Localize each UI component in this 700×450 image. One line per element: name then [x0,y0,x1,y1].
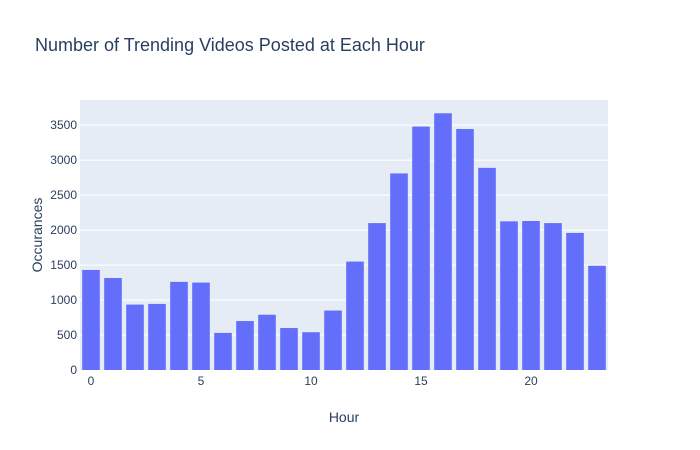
bar-hour-2[interactable] [126,304,144,370]
bar-hour-17[interactable] [456,129,474,370]
y-tick-label: 2500 [50,188,77,202]
bar-hour-8[interactable] [258,314,276,370]
y-tick-label: 1500 [50,258,77,272]
bar-hour-10[interactable] [302,332,320,370]
x-tick-label: 0 [88,374,95,388]
x-axis-title: Hour [329,409,360,425]
bar-hour-16[interactable] [434,113,452,370]
bar-hour-0[interactable] [82,269,100,370]
y-tick-label: 1000 [50,293,77,307]
bar-hour-5[interactable] [192,282,210,370]
x-tick-label: 10 [304,374,318,388]
plot-area [80,100,608,370]
bar-hour-12[interactable] [346,261,364,370]
bar-hour-6[interactable] [214,332,232,370]
bar-hour-19[interactable] [500,221,518,370]
x-axis-ticks: 0 5 10 15 20 [88,374,538,388]
y-tick-label: 500 [57,328,77,342]
bar-hour-3[interactable] [148,303,166,370]
bar-hour-22[interactable] [566,232,584,370]
bar-hour-21[interactable] [544,223,562,370]
bar-hour-20[interactable] [522,221,540,370]
bar-hour-14[interactable] [390,173,408,370]
x-tick-label: 20 [524,374,538,388]
x-tick-label: 15 [414,374,428,388]
y-tick-label: 0 [70,363,77,377]
bar-hour-1[interactable] [104,278,122,370]
chart-title: Number of Trending Videos Posted at Each… [35,35,425,55]
bar-hour-4[interactable] [170,281,188,370]
bar-hour-18[interactable] [478,167,496,370]
x-tick-label: 5 [198,374,205,388]
bar-hour-11[interactable] [324,310,342,370]
gridlines [80,124,608,336]
bar-hour-9[interactable] [280,328,298,370]
y-tick-label: 3500 [50,118,77,132]
y-axis-ticks: 0 500 1000 1500 2000 2500 3000 3500 [50,118,77,377]
y-tick-label: 2000 [50,223,77,237]
bar-hour-7[interactable] [236,321,254,370]
bar-hour-23[interactable] [588,265,606,370]
y-axis-title: Occurances [29,198,45,273]
bars [82,113,606,370]
bar-hour-13[interactable] [368,223,386,370]
y-tick-label: 3000 [50,153,77,167]
bar-hour-15[interactable] [412,126,430,370]
